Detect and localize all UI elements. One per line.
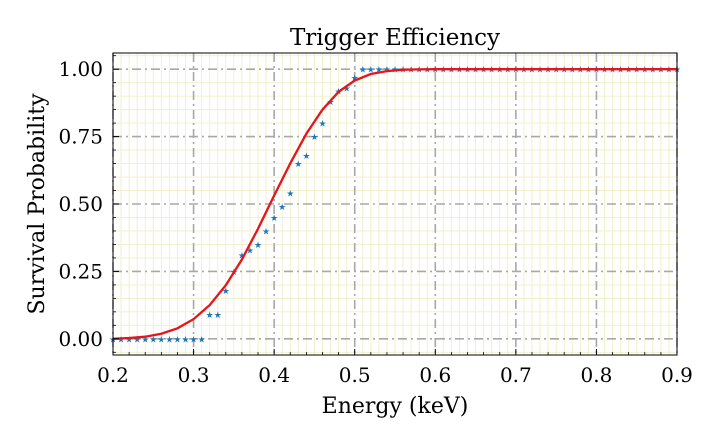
data-point-star: ★ <box>536 66 544 76</box>
x-tick-label: 0.5 <box>339 363 371 387</box>
data-point-star: ★ <box>625 66 633 76</box>
data-point-star: ★ <box>665 66 673 76</box>
y-axis-label: Survival Probability <box>25 93 50 315</box>
data-point-star: ★ <box>173 335 181 345</box>
data-point-star: ★ <box>423 66 431 76</box>
data-point-star: ★ <box>520 66 528 76</box>
data-point-star: ★ <box>496 66 504 76</box>
data-point-star: ★ <box>657 66 665 76</box>
data-point-star: ★ <box>472 66 480 76</box>
data-point-star: ★ <box>480 66 488 76</box>
x-tick-label: 0.6 <box>419 363 451 387</box>
data-point-star: ★ <box>568 66 576 76</box>
fit-curve-layer <box>112 68 677 340</box>
data-point-star: ★ <box>310 133 318 143</box>
data-point-star: ★ <box>294 160 302 170</box>
data-point-star: ★ <box>157 335 165 345</box>
data-point-star: ★ <box>528 66 536 76</box>
data-point-star: ★ <box>633 66 641 76</box>
x-tick-label: 0.8 <box>581 363 613 387</box>
data-point-star: ★ <box>552 66 560 76</box>
data-point-star: ★ <box>327 98 335 108</box>
data-point-star: ★ <box>609 66 617 76</box>
data-point-star: ★ <box>190 335 198 345</box>
x-axis-label: Energy (keV) <box>322 394 469 419</box>
fit-curve <box>112 68 677 340</box>
data-point-star: ★ <box>375 66 383 76</box>
x-tick-label: 0.9 <box>661 363 693 387</box>
y-tick-label: 1.00 <box>58 57 103 81</box>
plot-frame <box>112 52 678 356</box>
data-point-star: ★ <box>254 241 262 251</box>
data-point-star: ★ <box>246 246 254 256</box>
data-point-star: ★ <box>198 335 206 345</box>
data-point-star: ★ <box>504 66 512 76</box>
data-point-star: ★ <box>431 66 439 76</box>
x-tick-label: 0.2 <box>97 363 129 387</box>
data-point-star: ★ <box>262 227 270 237</box>
x-tick-label: 0.4 <box>258 363 290 387</box>
data-point-star: ★ <box>560 66 568 76</box>
data-point-star: ★ <box>415 66 423 76</box>
data-point-star: ★ <box>512 66 520 76</box>
data-point-star: ★ <box>641 66 649 76</box>
data-point-star: ★ <box>286 190 294 200</box>
data-point-star: ★ <box>592 66 600 76</box>
data-point-star: ★ <box>117 335 125 345</box>
data-point-star: ★ <box>439 66 447 76</box>
y-tick-label: 0.25 <box>58 259 103 283</box>
data-point-star: ★ <box>206 311 214 321</box>
data-point-star: ★ <box>302 152 310 162</box>
data-point-star: ★ <box>133 335 141 345</box>
data-point-star: ★ <box>238 252 246 262</box>
data-point-star: ★ <box>584 66 592 76</box>
data-point-star: ★ <box>447 66 455 76</box>
data-point-star: ★ <box>463 66 471 76</box>
tick-labels: 0.2 0.3 0.4 0.5 0.6 0.7 0.8 0.9 0.00 0.25 0.50 0.75… <box>58 57 692 387</box>
data-point-star: ★ <box>488 66 496 76</box>
data-point-star: ★ <box>278 203 286 213</box>
y-tick-label: 0.50 <box>58 192 103 216</box>
data-point-star: ★ <box>270 214 278 224</box>
data-point-star: ★ <box>359 66 367 76</box>
data-point-star: ★ <box>318 120 326 130</box>
data-point-star: ★ <box>181 335 189 345</box>
data-point-star: ★ <box>649 66 657 76</box>
data-point-star: ★ <box>214 311 222 321</box>
data-point-star: ★ <box>149 335 157 345</box>
data-point-star: ★ <box>367 66 375 76</box>
chart-title: Trigger Efficiency <box>290 25 500 51</box>
data-point-star: ★ <box>455 66 463 76</box>
minor-grid <box>113 53 677 355</box>
y-tick-label: 0.75 <box>58 125 103 149</box>
data-point-star: ★ <box>600 66 608 76</box>
data-point-star: ★ <box>617 66 625 76</box>
data-point-star: ★ <box>165 335 173 345</box>
x-tick-label: 0.3 <box>178 363 210 387</box>
data-point-star: ★ <box>544 66 552 76</box>
data-point-star: ★ <box>141 335 149 345</box>
x-tick-label: 0.7 <box>500 363 532 387</box>
y-tick-label: 0.00 <box>58 327 103 351</box>
data-point-star: ★ <box>343 85 351 95</box>
data-point-star: ★ <box>576 66 584 76</box>
data-point-star: ★ <box>222 287 230 297</box>
data-point-star: ★ <box>125 335 133 345</box>
data-point-star: ★ <box>351 74 359 84</box>
